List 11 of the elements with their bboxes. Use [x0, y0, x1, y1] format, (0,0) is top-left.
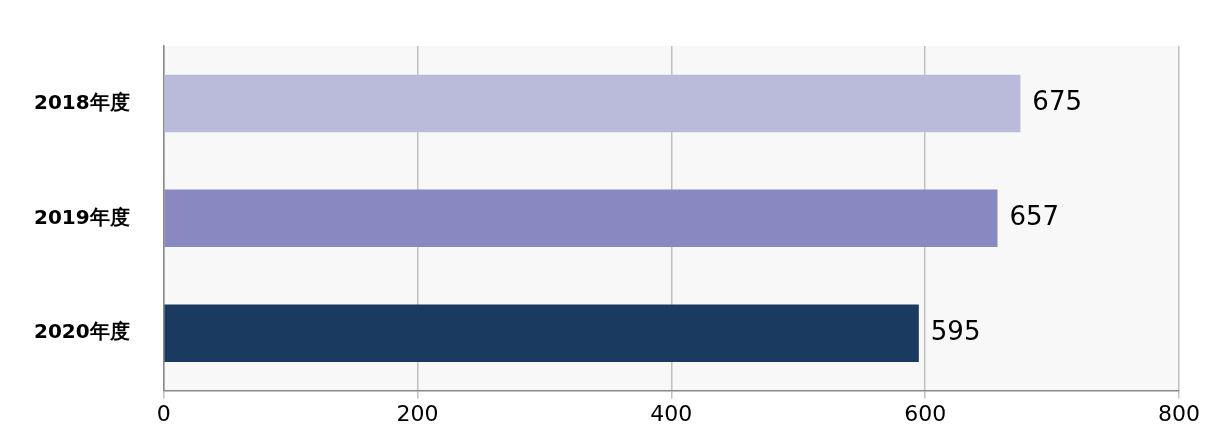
- y-tick-label: 2020年度: [33, 319, 130, 344]
- x-tick-label: 800: [1158, 400, 1200, 426]
- x-tick-label: 600: [904, 400, 947, 426]
- x-tick-label: 0: [156, 400, 171, 426]
- y-tick-label: 2018年度: [33, 89, 130, 114]
- data-label: 675: [1032, 86, 1082, 117]
- data-label: 595: [930, 315, 981, 346]
- data-label: 657: [1009, 201, 1060, 232]
- x-tick-label: 400: [650, 400, 693, 426]
- x-tick-label: 200: [396, 400, 439, 426]
- y-tick-label: 2019年度: [33, 204, 130, 229]
